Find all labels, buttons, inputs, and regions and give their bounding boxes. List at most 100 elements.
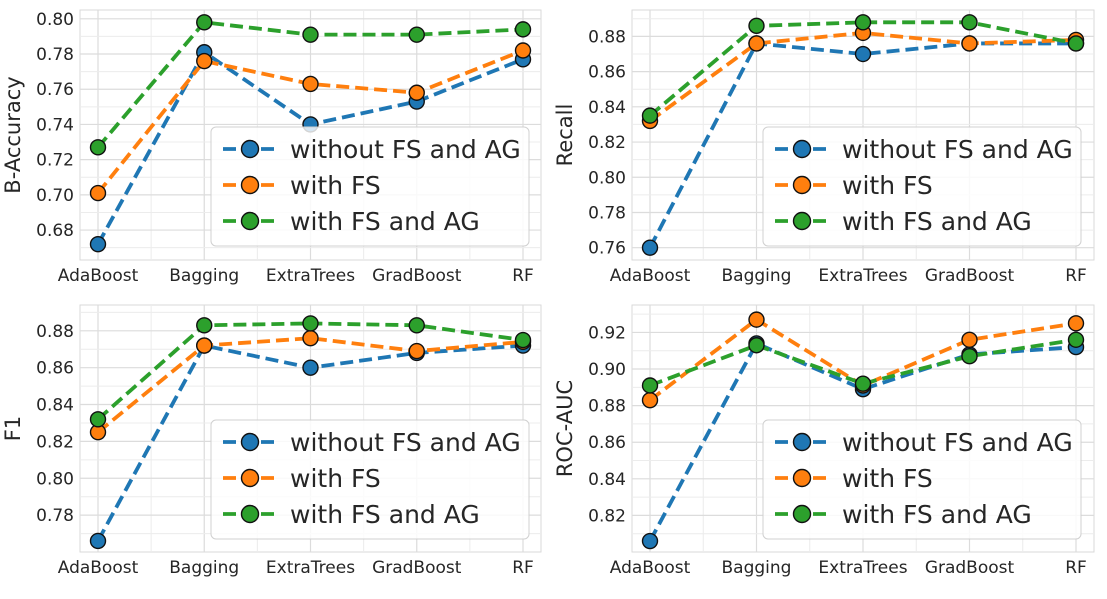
legend-marker bbox=[240, 432, 260, 452]
data-point bbox=[89, 184, 107, 202]
x-tick-label: ExtraTrees bbox=[266, 266, 355, 286]
y-axis-label: B-Accuracy bbox=[1, 76, 25, 193]
y-tick-label: 0.78 bbox=[36, 45, 74, 65]
x-tick-label: RF bbox=[1065, 558, 1087, 578]
x-tick-label: GradBoost bbox=[925, 558, 1015, 578]
legend-label: with FS bbox=[842, 464, 933, 493]
chart-panel-f1: 0.78 0.80 0.82 0.84 0.86 0.88 AdaBoost Bagging E… bbox=[1, 304, 542, 578]
x-tick-label: ExtraTrees bbox=[266, 558, 355, 578]
legend-marker bbox=[792, 432, 812, 452]
x-tick-label: ExtraTrees bbox=[818, 266, 907, 286]
data-point bbox=[514, 42, 532, 59]
series-line-1 bbox=[96, 336, 524, 434]
x-tick-label: RF bbox=[512, 266, 534, 286]
data-point bbox=[854, 45, 872, 63]
y-tick-label: 0.72 bbox=[36, 151, 74, 171]
data-point bbox=[302, 329, 319, 347]
y-tick-label: 0.78 bbox=[36, 506, 74, 526]
y-tick-label: 0.88 bbox=[588, 397, 626, 417]
y-tick-label: 0.82 bbox=[588, 133, 626, 153]
data-point bbox=[1067, 315, 1085, 332]
y-tick-label: 0.82 bbox=[588, 506, 626, 526]
y-tick-label: 0.86 bbox=[588, 63, 626, 83]
data-point bbox=[748, 35, 765, 52]
legend-marker bbox=[792, 175, 812, 195]
data-point bbox=[408, 317, 425, 334]
x-tick-label: GradBoost bbox=[372, 558, 462, 578]
data-point bbox=[854, 14, 872, 31]
x-tick-label: GradBoost bbox=[925, 266, 1015, 286]
legend-label: with FS and AG bbox=[842, 500, 1032, 529]
legend-marker bbox=[792, 504, 812, 524]
legend-box bbox=[762, 126, 1082, 247]
data-point bbox=[302, 26, 319, 43]
y-tick-label: 0.84 bbox=[588, 470, 626, 490]
y-tick-label: 0.84 bbox=[588, 98, 626, 118]
data-point bbox=[196, 52, 213, 70]
y-tick-label: 0.74 bbox=[36, 115, 74, 135]
y-tick-label: 0.88 bbox=[36, 322, 74, 342]
legend-marker bbox=[792, 468, 812, 488]
legend-marker bbox=[792, 139, 812, 159]
x-tick-label: Bagging bbox=[722, 266, 792, 286]
x-tick-label: RF bbox=[512, 558, 534, 578]
data-point bbox=[408, 84, 425, 101]
data-point bbox=[89, 235, 107, 253]
data-point bbox=[408, 26, 425, 43]
data-point bbox=[961, 348, 978, 365]
x-tick-label: Bagging bbox=[169, 558, 239, 578]
legend-marker bbox=[240, 175, 260, 195]
chart-panel-b-accuracy: 0.68 0.70 0.72 0.74 0.76 0.78 0.80 AdaBoost Bagg… bbox=[1, 9, 542, 286]
legend-label: without FS and AG bbox=[290, 428, 521, 457]
legend-marker bbox=[792, 211, 812, 231]
chart-panel-roc-auc: 0.82 0.84 0.86 0.88 0.90 0.92 AdaBoost Bagging E… bbox=[553, 304, 1095, 578]
data-point bbox=[641, 532, 659, 550]
data-point bbox=[196, 317, 213, 334]
y-tick-label: 0.68 bbox=[36, 221, 74, 241]
y-tick-label: 0.88 bbox=[588, 27, 626, 47]
y-axis-label: F1 bbox=[1, 416, 25, 441]
legend-label: with FS bbox=[290, 464, 381, 493]
legend-box bbox=[210, 126, 530, 247]
x-tick-label: ExtraTrees bbox=[818, 558, 907, 578]
y-tick-label: 0.80 bbox=[36, 469, 74, 489]
data-point bbox=[641, 391, 659, 409]
legend-label: with FS and AG bbox=[842, 207, 1032, 236]
y-tick-label: 0.82 bbox=[36, 432, 74, 452]
legend-marker bbox=[240, 211, 260, 231]
data-point bbox=[854, 375, 872, 392]
data-point bbox=[89, 532, 107, 550]
legend-box bbox=[210, 419, 530, 540]
legend-marker bbox=[240, 504, 260, 524]
y-tick-label: 0.86 bbox=[36, 359, 74, 379]
x-tick-label: RF bbox=[1065, 266, 1087, 286]
data-point bbox=[748, 337, 765, 354]
data-point bbox=[1067, 331, 1085, 348]
y-tick-label: 0.70 bbox=[36, 186, 74, 206]
x-tick-label: Bagging bbox=[169, 266, 239, 286]
y-tick-label: 0.80 bbox=[36, 10, 74, 30]
x-tick-label: AdaBoost bbox=[610, 266, 691, 286]
y-tick-label: 0.84 bbox=[36, 396, 74, 416]
data-point bbox=[89, 139, 107, 156]
legend-label: without FS and AG bbox=[842, 135, 1073, 164]
data-point bbox=[748, 311, 765, 328]
x-tick-label: AdaBoost bbox=[610, 558, 691, 578]
data-point bbox=[302, 315, 319, 332]
data-point bbox=[961, 14, 978, 31]
data-point bbox=[196, 14, 213, 31]
y-tick-label: 0.76 bbox=[36, 80, 74, 100]
data-point bbox=[641, 377, 659, 394]
y-axis-label: Recall bbox=[553, 104, 577, 167]
y-tick-label: 0.90 bbox=[588, 360, 626, 380]
x-tick-label: GradBoost bbox=[372, 266, 462, 286]
legend-label: with FS bbox=[842, 171, 933, 200]
legend-label: with FS and AG bbox=[290, 207, 480, 236]
data-point bbox=[961, 35, 978, 52]
y-tick-label: 0.76 bbox=[588, 239, 626, 259]
data-point bbox=[514, 21, 532, 38]
legend-label: without FS and AG bbox=[842, 428, 1073, 457]
data-point bbox=[641, 239, 659, 256]
data-point bbox=[302, 359, 319, 376]
